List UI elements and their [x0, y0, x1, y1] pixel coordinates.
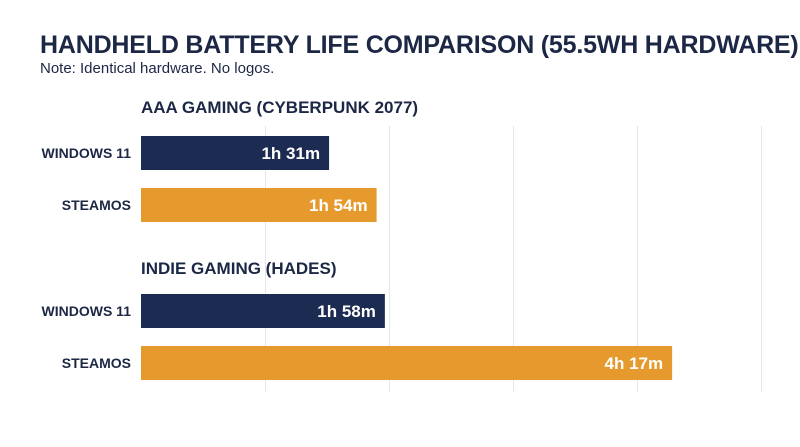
category-label: STEAMOS	[62, 197, 131, 213]
bar	[141, 136, 330, 170]
bar-value-label: 1h 54m	[309, 196, 368, 215]
bar-value-label: 4h 17m	[605, 354, 664, 373]
bar	[141, 294, 385, 328]
bar-value-label: 1h 31m	[261, 144, 320, 163]
group-title: INDIE GAMING (HADES)	[141, 259, 337, 278]
bar	[141, 346, 673, 380]
bar	[141, 188, 377, 222]
category-label: WINDOWS 11	[42, 145, 132, 161]
chart-subtitle: Note: Identical hardware. No logos.	[40, 60, 275, 77]
category-label: STEAMOS	[62, 355, 131, 371]
group-title: AAA GAMING (CYBERPUNK 2077)	[141, 98, 418, 117]
chart-title: HANDHELD BATTERY LIFE COMPARISON (55.5WH…	[40, 31, 799, 59]
category-label: WINDOWS 11	[42, 303, 132, 319]
bar-value-label: 1h 58m	[317, 302, 376, 321]
